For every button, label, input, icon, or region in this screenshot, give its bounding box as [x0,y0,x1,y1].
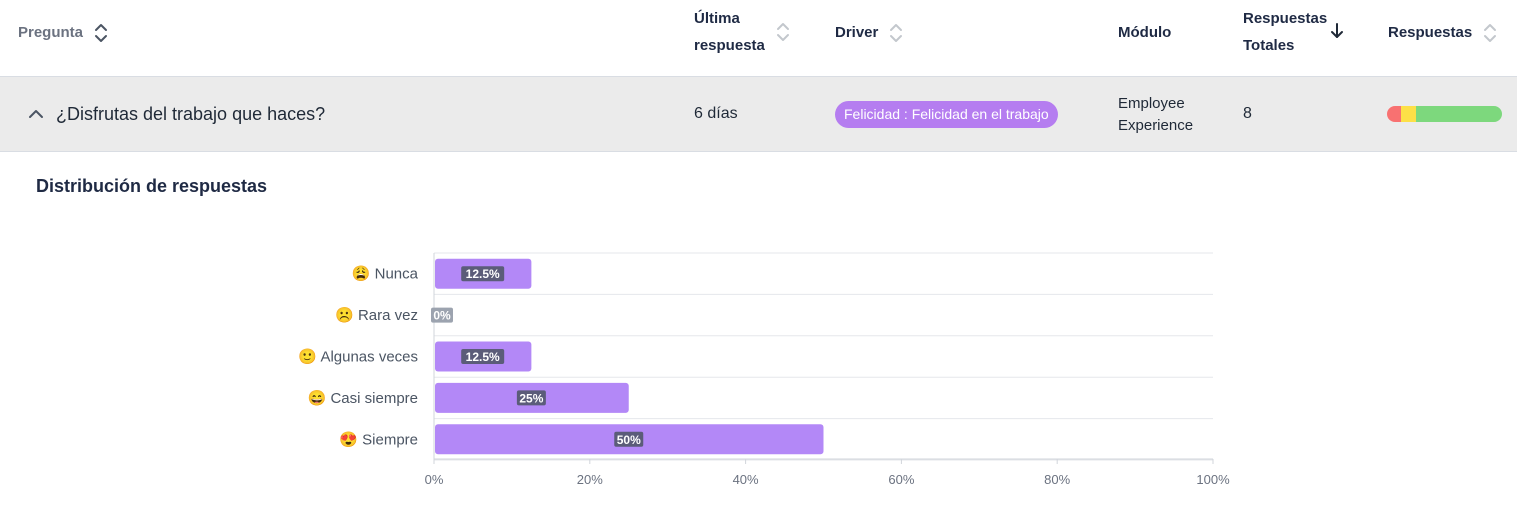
x-tick-label: 80% [1044,472,1070,487]
response-bar-segment [1401,106,1416,122]
chevron-up-icon[interactable] [28,106,44,122]
column-header-pregunta[interactable]: Pregunta [18,19,109,46]
category-label: 😄 Casi siempre [308,389,418,407]
section-title: Distribución de respuestas [36,176,268,196]
column-header-pregunta-label: Pregunta [18,24,84,41]
column-header-driver-label: Driver [835,24,879,41]
value-label-bg [461,266,505,282]
value-label: 0% [433,309,451,323]
column-header-totales-line2: Totales [1243,37,1295,54]
x-tick-label: 100% [1196,472,1230,487]
column-header-respuestas[interactable]: Respuestas [1388,19,1498,46]
response-distribution-chart: 0% 20% 40% 60% 80% 100% 😩 Nunca 12.5% ☹️ Rara ve… [0,220,1517,505]
arrow-down-icon[interactable] [1330,22,1344,40]
module-line1: Employee [1118,95,1185,112]
last-response-value: 6 días [694,105,738,122]
category-label: ☹️ Rara vez [335,306,418,324]
column-header-totales-line1: Respuestas [1243,10,1328,27]
value-label: 12.5% [466,267,500,281]
module-line2: Experience [1118,117,1194,134]
value-label-bg [461,349,505,364]
responses-distribution-bar[interactable] [1387,106,1502,122]
sort-icon[interactable] [888,21,904,45]
value-label-bg [614,431,644,447]
column-header-driver[interactable]: Driver [835,19,904,46]
column-header-ultima-line1: Última [694,10,740,27]
question-text: ¿Disfrutas del trabajo que haces? [56,104,326,124]
value-label: 50% [617,433,641,447]
column-header-modulo: Módulo [1118,19,1171,46]
value-label-bg [516,390,546,406]
total-responses-value: 8 [1243,105,1252,122]
sort-icon[interactable] [93,21,109,45]
value-label: 25% [519,391,543,405]
x-tick-label: 0% [425,472,444,487]
value-label-bg [431,307,453,323]
response-bar-segment [1387,106,1402,122]
table-row[interactable]: ¿Disfrutas del trabajo que haces? 6 días… [0,77,1517,152]
column-header-ultima-respuesta[interactable]: Última respuesta [694,5,791,59]
response-bar-segment [1415,106,1502,122]
category-label: 🙂 Algunas veces [298,348,418,366]
x-tick-label: 20% [577,472,603,487]
category-label: 😩 Nunca [352,265,419,283]
category-label: 😍 Siempre [339,430,418,448]
column-header-respuestas-totales[interactable]: Respuestas Totales [1243,5,1343,59]
table-header: Pregunta Última respuesta Driver Módulo … [0,0,1517,77]
x-tick-label: 60% [888,472,914,487]
column-header-ultima-line2: respuesta [694,37,765,54]
value-label: 12.5% [466,350,500,364]
sort-icon[interactable] [775,20,791,44]
column-header-modulo-label: Módulo [1118,24,1172,41]
x-tick-label: 40% [733,472,759,487]
driver-badge[interactable]: Felicidad : Felicidad en el trabajo [835,101,1058,128]
sort-icon[interactable] [1482,21,1498,45]
column-header-respuestas-label: Respuestas [1388,24,1473,41]
module-value: Employee Experience [1118,93,1228,137]
